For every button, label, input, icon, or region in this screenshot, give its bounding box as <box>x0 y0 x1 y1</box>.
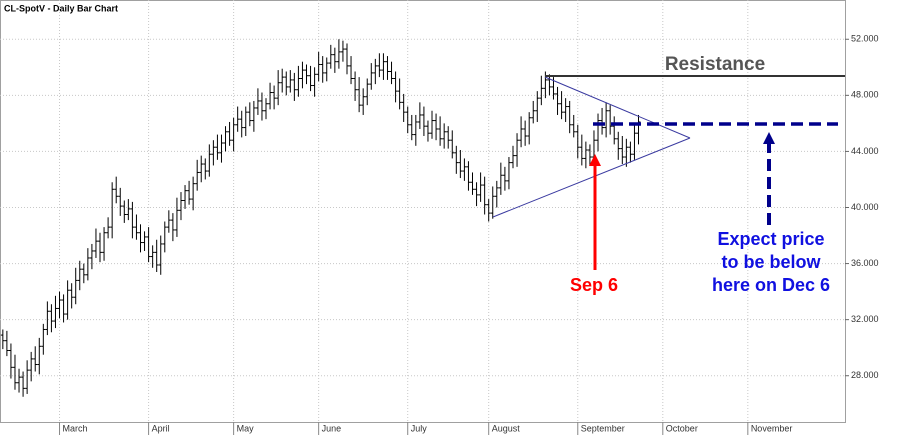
sep6-label: Sep 6 <box>570 275 618 295</box>
y-tick-label: 48.000 <box>851 90 879 100</box>
x-tick-label: September <box>581 423 625 433</box>
y-tick-label: 52.000 <box>851 34 879 44</box>
x-tick-label: March <box>63 423 88 433</box>
x-tick-label: June <box>322 423 342 433</box>
triangle-upper <box>544 76 691 139</box>
x-tick-label: October <box>666 423 698 433</box>
y-tick-label: 40.000 <box>851 202 879 212</box>
resistance-label: Resistance <box>665 54 765 75</box>
x-tick-label: May <box>237 423 255 433</box>
y-tick-label: 28.000 <box>851 370 879 380</box>
x-tick-label: July <box>411 423 428 433</box>
y-tick-label: 44.000 <box>851 146 879 156</box>
y-tick-label: 32.000 <box>851 314 879 324</box>
y-tick-label: 36.000 <box>851 258 879 268</box>
chart-title: CL-SpotV - Daily Bar Chart <box>4 3 118 13</box>
expect-label: Expect price <box>717 229 824 249</box>
price-bars <box>0 39 641 397</box>
x-tick-label: April <box>152 423 170 433</box>
grid <box>0 0 845 422</box>
expect-label: to be below <box>722 252 822 272</box>
x-tick-label: November <box>751 423 793 433</box>
triangle-lower <box>492 137 691 218</box>
plot-frame <box>0 0 846 423</box>
x-tick-label: August <box>492 423 521 433</box>
expect-label: here on Dec 6 <box>712 275 830 295</box>
